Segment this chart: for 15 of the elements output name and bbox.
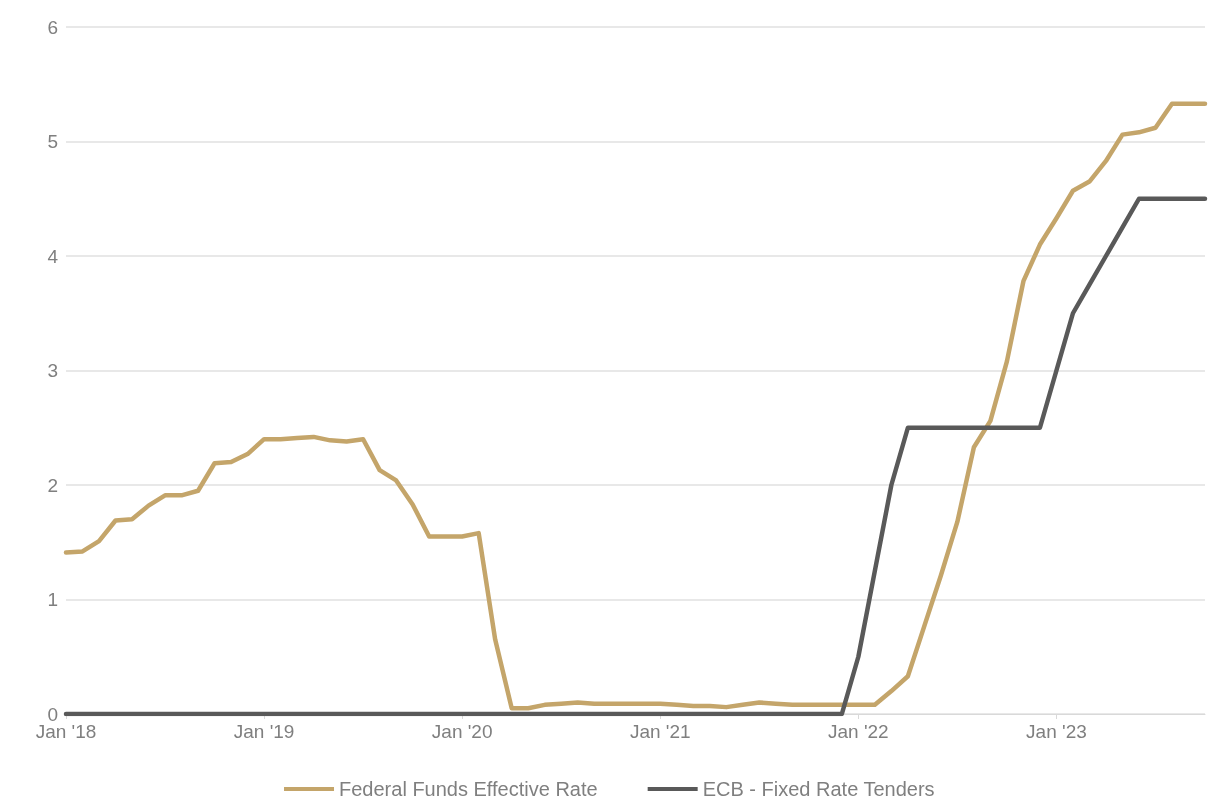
x-tick-label: Jan '23 [1026,721,1087,742]
line-series [63,196,1208,717]
x-tick-label: Jan '20 [431,721,493,742]
legend-label: ECB - Fixed Rate Tenders [702,778,935,800]
y-tick-label: 4 [47,245,59,267]
y-tick-label: 5 [47,131,58,152]
x-tick-label: Jan '21 [629,721,691,742]
x-tick-label: Jan '22 [828,721,889,742]
y-tick-label: 6 [47,16,58,38]
y-tick-label: 1 [47,589,58,610]
legend-label: Federal Funds Effective Rate [339,778,598,800]
line-series [63,101,1208,711]
x-tick-label: Jan '19 [233,721,295,742]
y-tick-label: 2 [47,474,58,496]
y-tick-label: 3 [47,360,58,381]
